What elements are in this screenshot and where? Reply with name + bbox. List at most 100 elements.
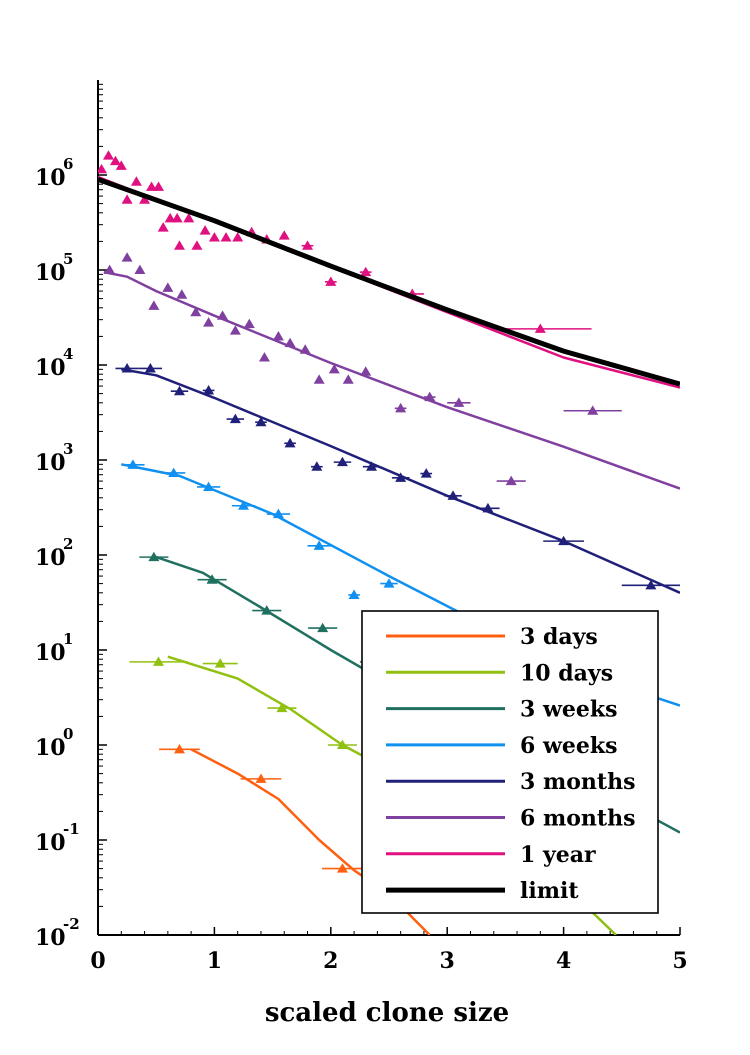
data-point xyxy=(360,366,372,376)
legend-label: limit xyxy=(520,878,579,904)
legend-label: 3 days xyxy=(520,624,598,650)
data-point xyxy=(173,240,185,250)
y-tick-label-exponent: 6 xyxy=(63,155,73,173)
data-point xyxy=(148,300,160,310)
data-point xyxy=(328,363,340,374)
y-tick-label-base: 10 xyxy=(35,260,66,286)
data-point xyxy=(325,276,337,286)
data-point xyxy=(171,212,183,223)
legend-label: 10 days xyxy=(520,660,613,686)
data-point xyxy=(336,863,348,873)
data-point xyxy=(258,352,270,362)
legend-label: 6 months xyxy=(520,806,635,832)
data-point xyxy=(505,475,517,486)
x-tick-label: 3 xyxy=(440,948,455,974)
data-point xyxy=(144,363,156,373)
data-point xyxy=(284,437,296,448)
data-point xyxy=(183,212,195,223)
data-point xyxy=(153,656,165,666)
data-point xyxy=(272,508,284,519)
data-point xyxy=(272,331,284,341)
data-point xyxy=(366,461,378,471)
y-tick-label-exponent: -1 xyxy=(63,820,80,838)
data-point xyxy=(220,232,232,242)
legend-box xyxy=(361,610,659,914)
data-point xyxy=(146,181,158,191)
y-tick-label-exponent: 3 xyxy=(63,440,73,458)
data-point xyxy=(313,374,325,384)
data-point xyxy=(534,323,546,333)
data-point xyxy=(360,266,372,277)
data-point xyxy=(482,502,494,513)
data-point xyxy=(453,397,465,407)
y-tick-label-base: 10 xyxy=(35,735,66,761)
y-tick-label-base: 10 xyxy=(35,545,66,571)
data-point xyxy=(176,289,188,299)
y-tick-label-exponent: 4 xyxy=(63,345,73,363)
data-point xyxy=(102,150,114,160)
data-point xyxy=(342,374,354,384)
legend-label: 3 months xyxy=(520,769,635,795)
data-point xyxy=(395,402,407,413)
y-tick-label-exponent: -2 xyxy=(63,915,80,933)
data-point xyxy=(278,230,290,240)
data-point xyxy=(104,264,116,275)
data-point xyxy=(587,405,599,415)
data-point xyxy=(229,325,241,335)
legend: 3 days 10 days 3 weeks 6 weeks 3 months 6 mon… xyxy=(361,610,659,914)
y-tick-label-exponent: 1 xyxy=(63,630,73,648)
data-point xyxy=(115,160,127,170)
data-point xyxy=(645,579,657,590)
data-point xyxy=(199,225,211,235)
data-point xyxy=(190,306,202,317)
data-point xyxy=(302,240,314,250)
legend-label: 1 year xyxy=(520,842,596,868)
data-point xyxy=(121,252,133,262)
data-point xyxy=(420,468,432,478)
data-point xyxy=(173,743,185,754)
data-point xyxy=(336,456,348,467)
y-tick-label-exponent: 2 xyxy=(63,535,73,553)
data-point xyxy=(203,385,215,395)
x-tick-label: 5 xyxy=(672,948,687,974)
y-tick-label-base: 10 xyxy=(35,925,66,951)
data-point xyxy=(98,163,107,174)
data-point xyxy=(109,155,121,166)
data-point xyxy=(130,176,142,186)
data-point xyxy=(127,459,139,469)
data-point xyxy=(284,337,296,348)
x-axis-title: scaled clone size xyxy=(265,998,509,1028)
data-point xyxy=(255,416,267,427)
data-point xyxy=(313,540,325,550)
data-point xyxy=(173,385,185,396)
data-point xyxy=(162,282,174,292)
series-line-6-months xyxy=(103,270,680,490)
data-point xyxy=(164,212,176,223)
data-point xyxy=(311,461,323,471)
data-point xyxy=(276,702,288,713)
data-point xyxy=(395,472,407,482)
data-point xyxy=(206,574,218,584)
data-point xyxy=(383,578,395,588)
data-point xyxy=(336,739,348,750)
data-point xyxy=(203,317,215,327)
data-point xyxy=(447,490,459,500)
data-point xyxy=(139,194,151,204)
y-tick-label-exponent: 5 xyxy=(63,250,73,268)
legend-label: 6 weeks xyxy=(520,733,618,759)
y-tick-label-base: 10 xyxy=(35,165,66,191)
series-line-limit xyxy=(98,176,680,387)
data-point xyxy=(299,344,311,354)
data-point xyxy=(214,658,226,668)
data-point xyxy=(121,363,133,373)
data-point xyxy=(229,413,241,424)
data-point xyxy=(203,481,215,492)
y-tick-label-base: 10 xyxy=(35,830,66,856)
data-point xyxy=(134,264,146,275)
x-tick-label: 4 xyxy=(556,948,571,974)
data-point xyxy=(121,194,133,204)
x-tick-label: 0 xyxy=(90,948,105,974)
